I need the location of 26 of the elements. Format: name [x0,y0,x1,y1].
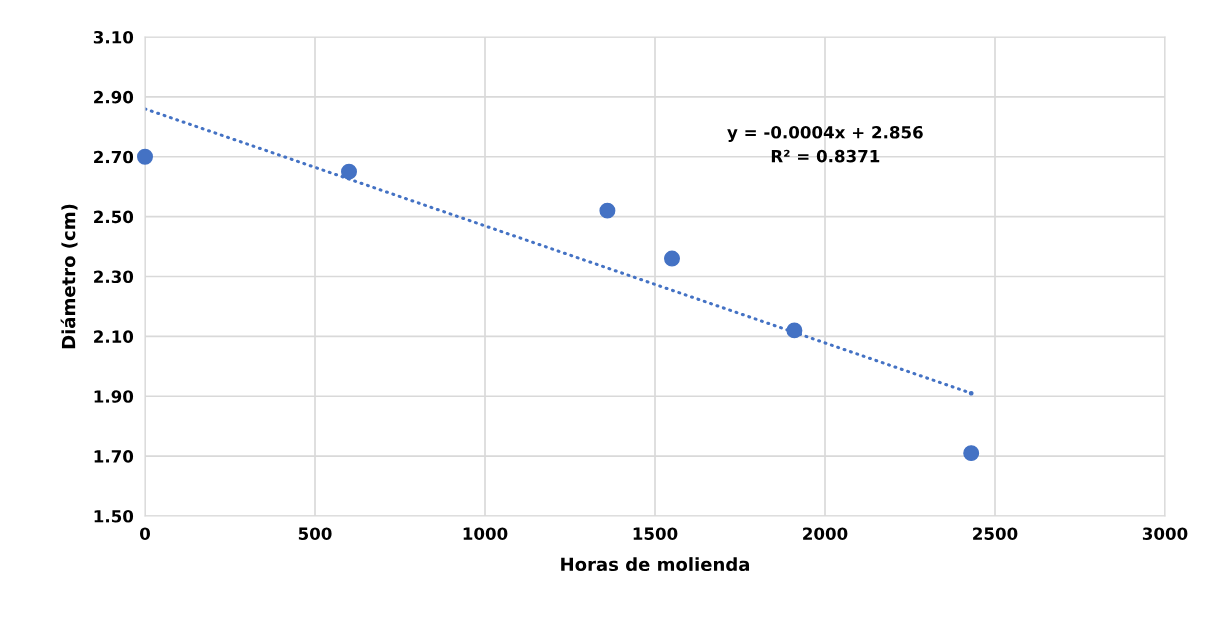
y-tick-label: 1.70 [94,450,134,463]
x-axis-title: Horas de molienda [561,557,750,572]
x-tick-label: 0 [140,527,150,541]
x-tick-label: 1000 [463,527,508,541]
x-tick-label: 2000 [803,527,848,541]
point [786,322,803,339]
y-axis-title: Diámetro (cm) [60,204,78,349]
point [599,202,616,219]
x-tick-label: 3000 [1142,527,1188,541]
point [963,445,980,462]
point [968,390,974,396]
annotation: y = -0.0004x + 2.856 R² = 0.8371 [727,125,923,163]
x-tick-label: 500 [298,527,332,541]
y-tick-label: 2.90 [94,90,134,104]
point [137,148,153,165]
x-tick-label: 2500 [973,527,1018,541]
y-tick-label: 3.10 [93,30,134,44]
y-tick-label: 2.70 [94,150,134,164]
point [664,250,680,267]
y-tick-label: 1.50 [94,509,134,523]
y-tick-label: 2.10 [94,330,134,343]
y-tick-label: 2.50 [94,210,134,224]
point [341,163,357,180]
y-tick-label: 2.30 [94,270,134,284]
y-tick-label: 1.90 [94,390,134,403]
x-tick-label: 1500 [633,527,678,541]
